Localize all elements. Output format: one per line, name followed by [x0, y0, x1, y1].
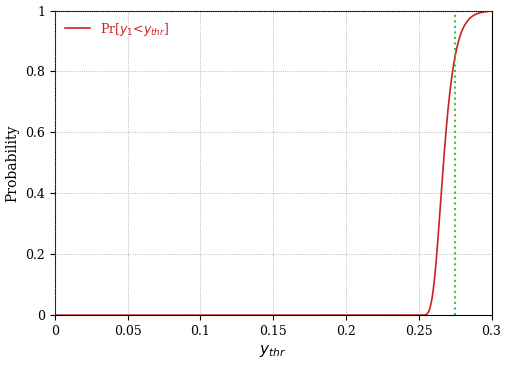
X-axis label: $y_{thr}$: $y_{thr}$: [260, 343, 287, 360]
Legend: Pr[$y_1$<$y_{thr}$]: Pr[$y_1$<$y_{thr}$]: [61, 17, 172, 41]
Y-axis label: Probability: Probability: [6, 124, 20, 201]
